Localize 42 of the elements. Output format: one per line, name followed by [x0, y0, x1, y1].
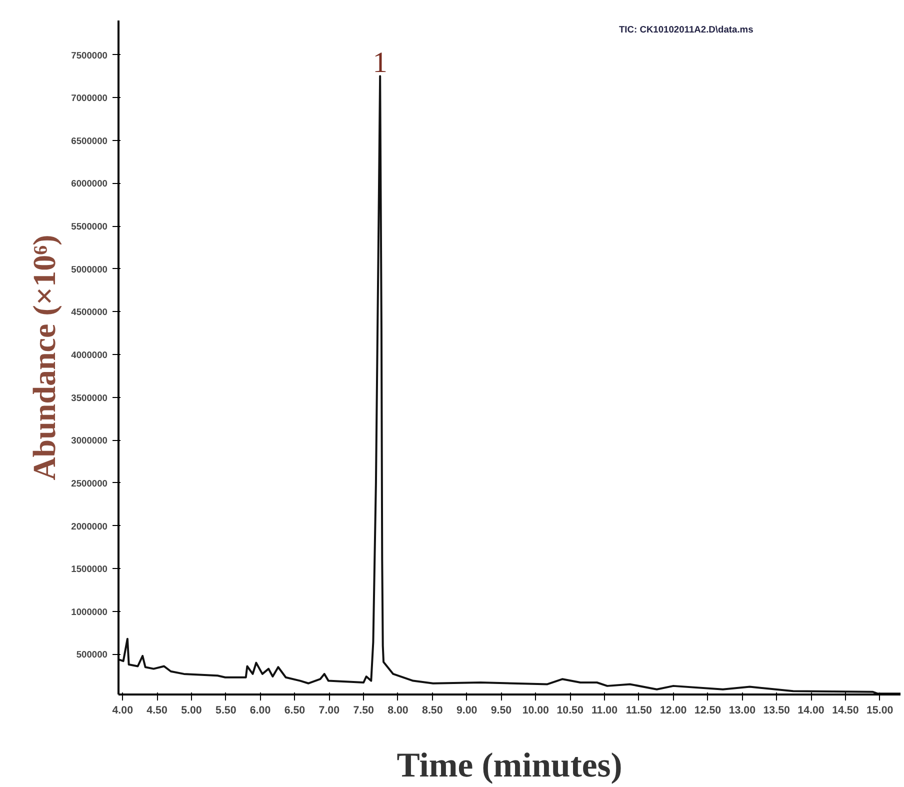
x-tick-label: 6.50 [284, 704, 306, 716]
x-tick-label: 12.00 [660, 704, 687, 716]
y-axis-title: Abundance (×10⁶) [26, 234, 62, 480]
y-tick-label: 500000 [76, 650, 108, 660]
x-axis-title: Time (minutes) [396, 746, 622, 784]
x-tick-label: 15.00 [866, 704, 894, 716]
y-tick-label: 6000000 [71, 178, 108, 189]
y-tick-label: 7500000 [71, 50, 108, 60]
x-tick-label: 7.50 [353, 704, 374, 716]
annotation: 1 [372, 47, 388, 80]
y-tick-label: 2000000 [71, 521, 108, 532]
annotation: TIC: CK10102011A2.D\data.ms [618, 24, 754, 34]
x-tick-label: 9.00 [456, 704, 478, 716]
x-tick-label: 6.00 [250, 704, 271, 716]
y-tick-label: 4500000 [71, 307, 108, 318]
x-tick-label: 5.00 [181, 704, 202, 716]
y-tick-label: 5500000 [71, 222, 108, 232]
y-tick-label: 3500000 [71, 392, 108, 403]
x-tick-label: 11.00 [591, 704, 618, 716]
x-tick-label: 9.50 [490, 704, 512, 716]
x-tick-label: 8.00 [388, 704, 408, 716]
y-tick-label: 2500000 [71, 478, 108, 488]
x-tick-label: 13.50 [763, 704, 790, 716]
x-tick-label: 10.00 [522, 704, 550, 716]
y-tick-label: 4000000 [71, 350, 108, 360]
x-tick-label: 13.00 [728, 704, 756, 716]
x-tick-label: 4.00 [112, 704, 134, 716]
x-tick-label: 11.50 [626, 704, 652, 716]
x-tick-label: 5.50 [216, 704, 236, 716]
y-tick-label: 1000000 [71, 606, 108, 617]
x-tick-label: 7.00 [318, 704, 340, 716]
y-tick-label: 5000000 [71, 264, 108, 274]
x-tick-label: 14.00 [798, 704, 824, 716]
y-tick-label: 7000000 [71, 93, 108, 104]
x-tick-label: 14.50 [832, 704, 859, 716]
y-tick-label: 6500000 [71, 136, 108, 146]
x-tick-label: 12.50 [694, 704, 722, 716]
x-tick-label: 4.50 [146, 704, 168, 716]
y-tick-label: 1500000 [71, 564, 108, 574]
x-tick-label: 8.50 [422, 704, 443, 716]
x-tick-label: 10.50 [556, 704, 584, 716]
y-tick-label: 3000000 [71, 436, 108, 446]
